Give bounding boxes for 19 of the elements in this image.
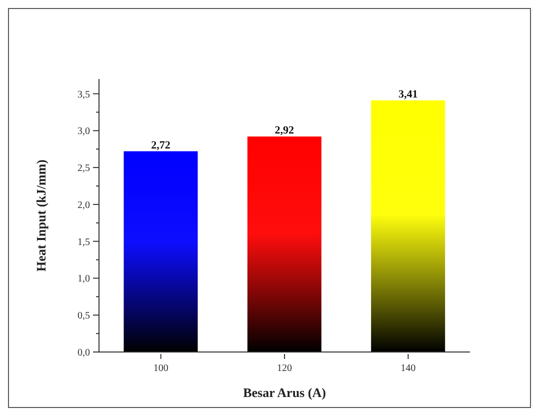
bar [124, 151, 198, 352]
y-tick-label: 0,0 [78, 348, 90, 358]
y-tick-label: 2,0 [78, 200, 90, 211]
bar [371, 100, 446, 352]
y-tick-label: 0,5 [78, 310, 90, 322]
y-tick-label: 1,0 [78, 274, 90, 285]
data-label: 3,41 [398, 88, 418, 100]
y-tick-label: 1,5 [78, 236, 90, 248]
y-axis-title: Heat Input (kJ/mm) [34, 160, 49, 272]
bar [247, 136, 322, 352]
x-tick-label: 140 [400, 363, 416, 374]
data-label: 2,92 [274, 124, 295, 137]
data-label: 2,72 [151, 139, 171, 152]
x-axis-title: Besar Arus (A) [243, 385, 326, 400]
y-tick-label: 2,5 [78, 163, 90, 174]
y-tick-label: 3,5 [78, 89, 90, 100]
x-tick-label: 100 [153, 363, 168, 374]
x-tick-label: 120 [277, 363, 292, 374]
y-tick-label: 3,0 [78, 126, 90, 138]
